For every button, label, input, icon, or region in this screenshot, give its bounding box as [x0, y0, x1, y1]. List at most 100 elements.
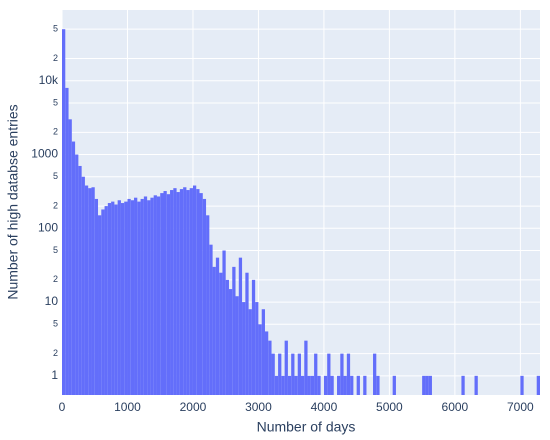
bar [343, 375, 347, 395]
x-tick-label: 1000 [114, 400, 141, 414]
bar [219, 272, 223, 395]
bar [179, 189, 184, 395]
bar [68, 119, 72, 395]
bar [536, 375, 540, 395]
bar [206, 215, 210, 395]
bar [340, 353, 344, 395]
bar [425, 375, 429, 395]
bar [78, 165, 82, 395]
bar [271, 353, 275, 395]
bar [310, 375, 315, 395]
bar [304, 340, 308, 395]
bar [117, 200, 121, 395]
y-tick-label: 2 [53, 200, 58, 210]
bar [274, 375, 279, 395]
bar [281, 375, 285, 395]
bar [225, 279, 229, 395]
bar [291, 353, 295, 395]
bar [91, 187, 95, 395]
bar [98, 215, 102, 395]
x-tick-label: 0 [59, 400, 66, 414]
bar [350, 375, 354, 395]
bar [84, 185, 89, 395]
bar [127, 198, 131, 395]
bar [422, 375, 426, 395]
bar [222, 250, 226, 395]
bar [143, 196, 148, 395]
bar [147, 200, 151, 395]
bar [373, 353, 377, 395]
y-tick-label: 5 [53, 171, 58, 181]
bar [140, 198, 144, 395]
bar [212, 266, 216, 395]
bar [186, 190, 190, 395]
bar [376, 375, 380, 395]
bar [153, 195, 157, 395]
bar [278, 353, 282, 395]
bar [245, 272, 249, 395]
bar [62, 29, 66, 395]
bar [238, 257, 243, 395]
bar [294, 375, 298, 395]
bar [166, 194, 171, 395]
bar [461, 375, 465, 395]
x-tick-label: 5000 [376, 400, 403, 414]
bar [104, 206, 108, 395]
bar [330, 375, 334, 395]
bar [520, 375, 524, 395]
y-tick-label: 5 [53, 245, 58, 255]
bar [107, 203, 112, 395]
y-tick-label: 5 [53, 97, 58, 107]
bar [94, 198, 99, 395]
bar [173, 188, 177, 395]
bar [163, 191, 167, 395]
bar [183, 187, 187, 395]
bar [356, 375, 360, 395]
bar [287, 375, 292, 395]
bar [264, 331, 269, 395]
bar [232, 266, 236, 395]
bar [284, 340, 288, 395]
y-tick-label: 10 [45, 294, 59, 308]
bar [170, 190, 174, 395]
y-tick-label: 100 [38, 220, 58, 234]
bar [75, 154, 79, 395]
bars [62, 29, 540, 395]
bar [176, 192, 180, 395]
bar [327, 353, 331, 395]
bar [258, 324, 262, 395]
bar [323, 375, 328, 395]
bar [301, 375, 305, 395]
bar [255, 302, 259, 395]
bar [261, 309, 265, 395]
bar [317, 375, 321, 395]
bar [130, 200, 135, 395]
bar [235, 296, 239, 395]
bar [314, 353, 318, 395]
bar [196, 189, 200, 395]
y-axis-title: Number of high databse entries [5, 104, 21, 299]
bar [346, 353, 351, 395]
bar [160, 193, 164, 395]
bar [111, 201, 115, 395]
bar [156, 196, 161, 395]
bar [251, 279, 256, 395]
bar [124, 201, 128, 395]
bar [268, 340, 272, 395]
y-tick-label: 5 [53, 319, 58, 329]
y-tick-label: 1 [51, 368, 58, 382]
bar [428, 375, 432, 395]
bar [392, 375, 396, 395]
bar [215, 257, 220, 395]
bar [297, 353, 301, 395]
bar [81, 176, 85, 395]
bar [202, 198, 207, 395]
bar [101, 209, 105, 395]
bar [199, 193, 203, 395]
bar [363, 375, 367, 395]
bar [248, 309, 252, 395]
bar [242, 302, 246, 395]
y-tick-label: 2 [53, 348, 58, 358]
y-tick-label: 2 [53, 53, 58, 63]
